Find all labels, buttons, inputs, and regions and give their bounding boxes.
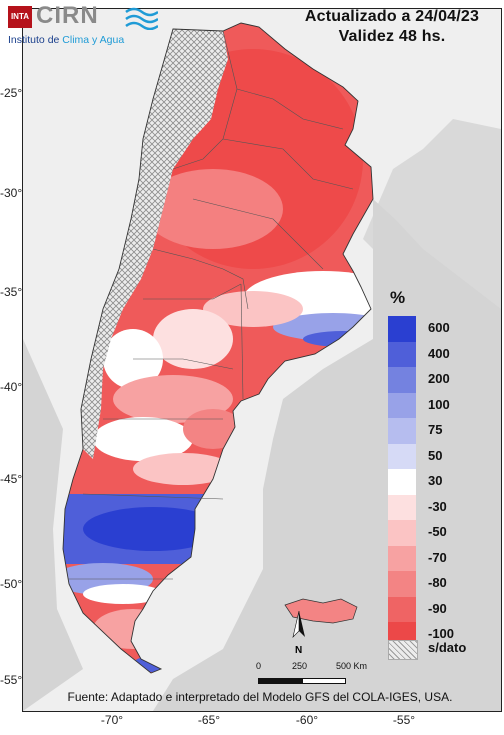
malvinas-islands <box>284 598 358 624</box>
pacific-ocean <box>23 339 83 711</box>
lon-tick-label: -60° <box>295 713 319 727</box>
scale-label-500: 500 Km <box>336 661 368 671</box>
scale-label-0: 0 <box>256 661 262 671</box>
institute-name: Instituto de Clima y Agua <box>8 34 125 46</box>
legend-swatch <box>388 392 416 419</box>
legend-swatch <box>388 494 416 521</box>
lat-tick-label: -30° <box>0 186 23 200</box>
waves-icon <box>125 7 158 30</box>
lat-tick-label: -35° <box>0 285 23 299</box>
legend-label: -80 <box>428 575 447 590</box>
legend-label: 75 <box>428 422 443 437</box>
legend-label: -100 <box>428 626 455 641</box>
anomaly-map <box>23 9 501 711</box>
province-borders <box>68 30 354 580</box>
legend-label: -50 <box>428 524 447 539</box>
legend-swatch <box>388 443 416 470</box>
legend-label: 30 <box>428 473 443 488</box>
no-data-area <box>81 29 228 459</box>
legend-label: 100 <box>428 396 450 412</box>
legend-swatch <box>388 520 416 546</box>
lon-tick-label: -70° <box>100 713 124 727</box>
legend-label: -90 <box>428 600 447 616</box>
legend-label: 50 <box>428 447 443 463</box>
map-frame <box>22 8 502 712</box>
source-credit: Fuente: Adaptado e interpretado del Mode… <box>67 690 453 704</box>
lat-tick-label: -40° <box>0 380 23 394</box>
scale-bar <box>258 678 348 684</box>
legend-no-data-swatch <box>388 640 418 660</box>
legend-swatch <box>388 367 416 393</box>
legend-swatch <box>388 341 416 368</box>
lon-tick-label: -55° <box>392 713 416 727</box>
legend-label: 600 <box>428 320 450 335</box>
validity-period: Validez 48 hs. <box>338 28 446 45</box>
legend-swatch <box>388 418 416 444</box>
legend-label: 200 <box>428 371 450 386</box>
cirn-wordmark: CIRN <box>36 2 99 29</box>
north-arrow-icon <box>292 611 305 638</box>
legend-label: -30 <box>428 498 447 514</box>
scale-label-250: 250 <box>292 661 308 671</box>
legend-label: -70 <box>428 549 447 565</box>
updated-date: Actualizado a 24/04/23 <box>304 8 480 25</box>
lon-tick-label: -65° <box>197 713 221 727</box>
legend-no-data-label: s/dato <box>428 640 467 655</box>
legend-swatch <box>388 571 416 597</box>
cirn-logo: INTA CIRN Instituto de Clima y Agua <box>6 2 176 54</box>
inta-logo: INTA <box>8 6 32 28</box>
lat-tick-label: -50° <box>0 577 23 591</box>
legend-swatch <box>388 545 416 572</box>
legend-label: 400 <box>428 345 450 361</box>
legend-swatch <box>388 316 416 342</box>
lat-tick-label: -45° <box>0 472 23 486</box>
legend-swatch <box>388 596 416 623</box>
lat-tick-label: -55° <box>0 673 23 687</box>
legend-swatch <box>388 469 416 495</box>
legend-title: % <box>390 288 406 307</box>
north-label: N <box>295 645 303 656</box>
lat-tick-label: -25° <box>0 86 23 100</box>
